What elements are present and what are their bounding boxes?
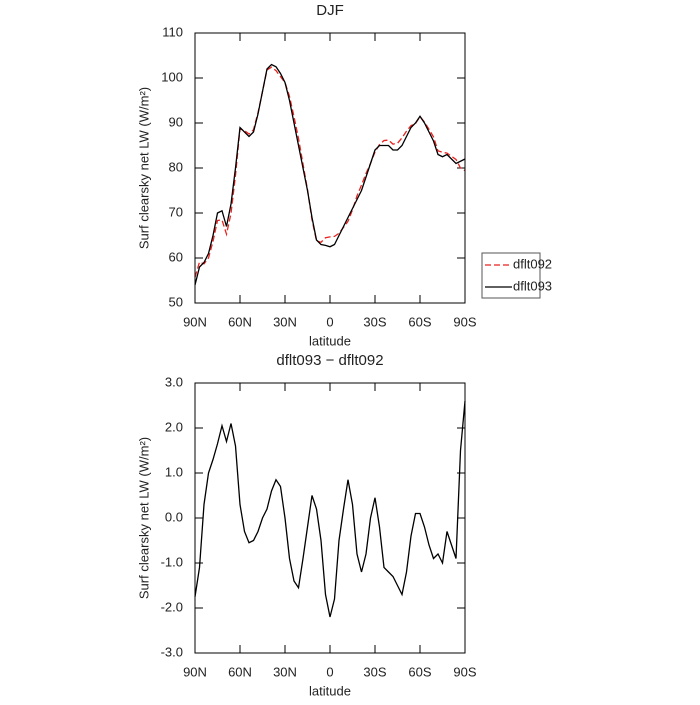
chart-title: dflt093 − dflt092 — [276, 352, 383, 369]
x-tick-label: 90S — [453, 664, 476, 679]
y-tick-label: 60 — [169, 249, 183, 264]
plot-frame — [194, 382, 466, 654]
x-tick-label: 30N — [273, 314, 297, 329]
y-tick-label: 0.0 — [165, 509, 183, 524]
y-tick-label: 50 — [169, 294, 183, 309]
y-tick-label: 90 — [169, 114, 183, 129]
x-axis-label: latitude — [309, 333, 351, 348]
data-line — [194, 63, 466, 286]
legend-label: dflt092 — [513, 256, 552, 271]
y-tick-label: 80 — [169, 159, 183, 174]
y-tick-label: -2.0 — [161, 599, 183, 614]
y-tick-label: 2.0 — [165, 419, 183, 434]
x-tick-label: 60N — [228, 314, 252, 329]
x-tick-label: 90N — [183, 314, 207, 329]
x-tick-label: 60S — [408, 314, 431, 329]
plot-frame — [194, 32, 466, 304]
x-tick-label: 30S — [363, 664, 386, 679]
data-line — [194, 400, 466, 618]
y-tick-label: 70 — [169, 204, 183, 219]
y-tick-label: 3.0 — [165, 374, 183, 389]
y-axis-label: Surf clearsky net LW (W/m²) — [136, 437, 151, 599]
x-tick-label: 0 — [326, 664, 333, 679]
legend-label: dflt093 — [513, 278, 552, 293]
x-tick-label: 0 — [326, 314, 333, 329]
y-tick-label: 100 — [161, 69, 183, 84]
x-tick-label: 30N — [273, 664, 297, 679]
x-tick-label: 60S — [408, 664, 431, 679]
x-tick-label: 90S — [453, 314, 476, 329]
y-tick-label: -3.0 — [161, 644, 183, 659]
y-axis-label: Surf clearsky net LW (W/m²) — [136, 87, 151, 249]
x-tick-label: 90N — [183, 664, 207, 679]
y-tick-label: 110 — [162, 24, 183, 39]
x-axis-label: latitude — [309, 683, 351, 698]
x-tick-label: 30S — [363, 314, 386, 329]
chart-title: DJF — [316, 2, 344, 19]
legend-box — [481, 252, 541, 299]
y-tick-label: -1.0 — [161, 554, 183, 569]
x-tick-label: 60N — [228, 664, 252, 679]
y-tick-label: 1.0 — [165, 464, 183, 479]
